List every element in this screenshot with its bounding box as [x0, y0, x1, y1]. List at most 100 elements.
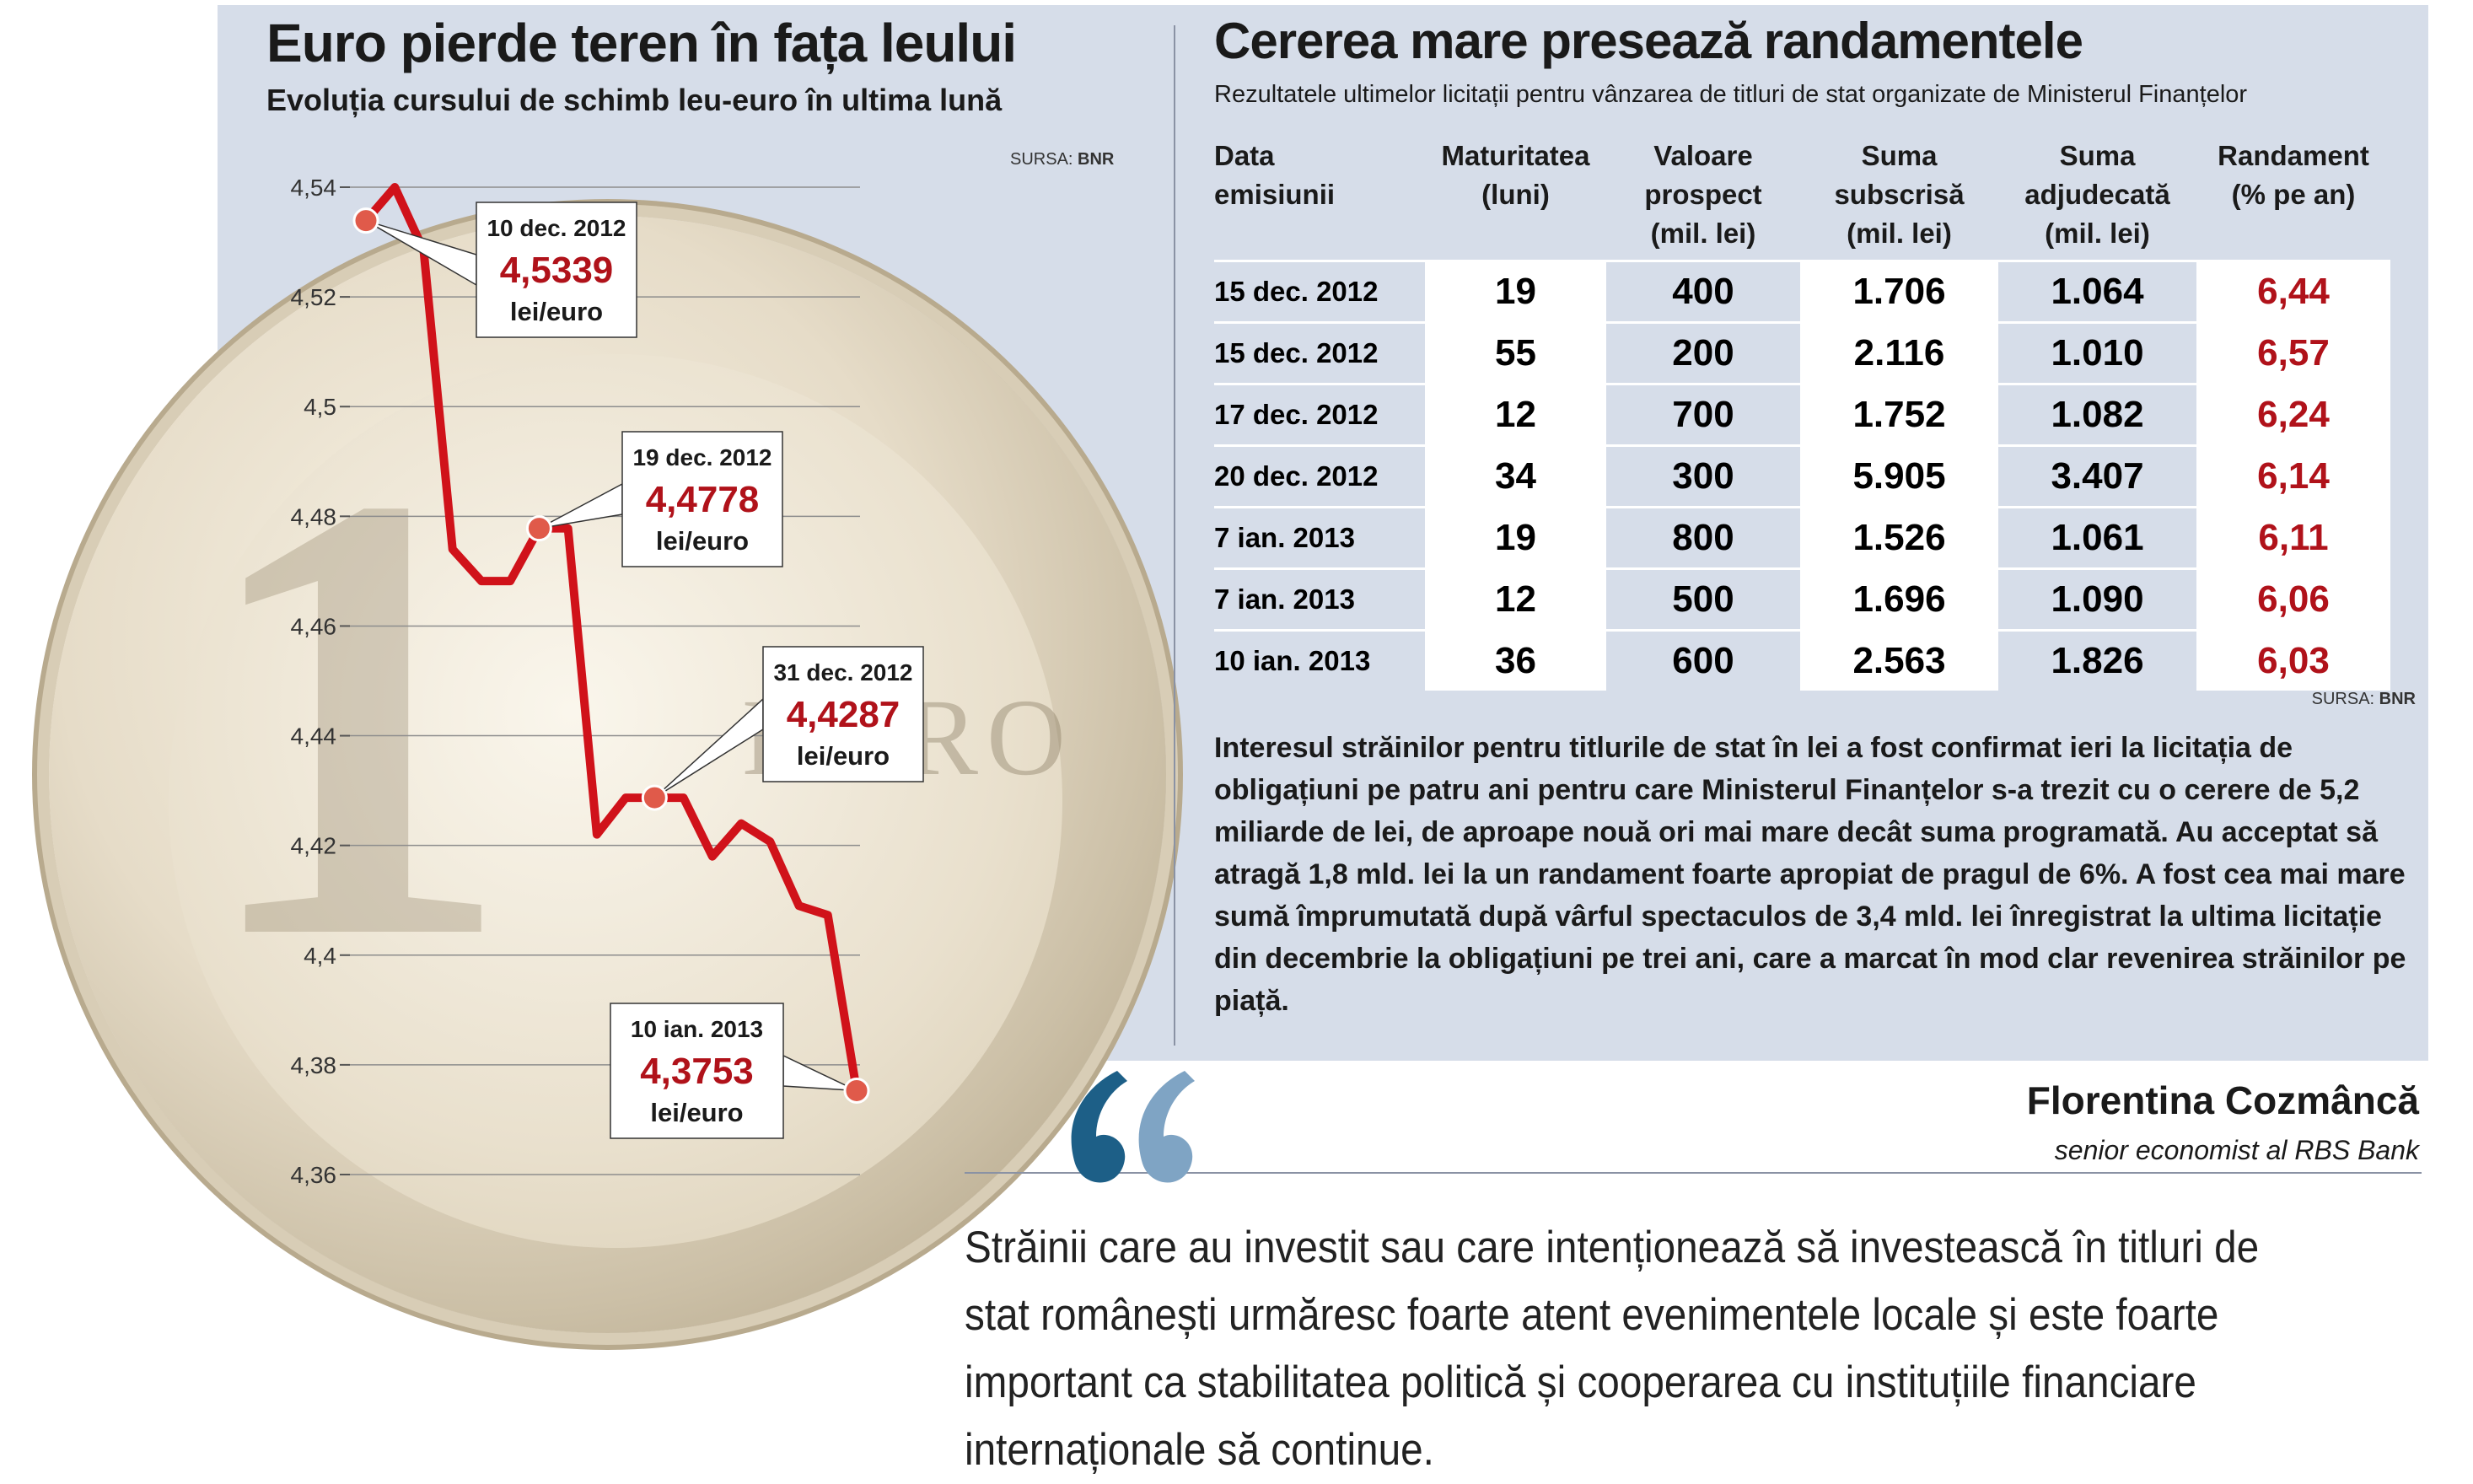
cell-awarded: 1.090 — [1998, 567, 2196, 631]
article-paragraph: Interesul străinilor pentru titlurile de… — [1214, 732, 2406, 1017]
exchange-rate-line — [362, 183, 861, 1095]
cell-date: 7 ian. 2013 — [1214, 506, 1425, 569]
y-tick-label: 4,44 — [291, 723, 337, 750]
cell-maturity: 36 — [1425, 629, 1606, 691]
annotation-date: 19 dec. 2012 — [632, 444, 771, 470]
cell-subscribed: 1.696 — [1800, 567, 1998, 631]
annotation-value: 4,4287 — [787, 694, 900, 735]
cell-maturity: 55 — [1425, 321, 1606, 384]
annotation-unit: lei/euro — [650, 1098, 743, 1127]
cell-subscribed: 2.116 — [1800, 321, 1998, 384]
annotation-box — [762, 646, 924, 782]
cell-date: 15 dec. 2012 — [1214, 260, 1425, 323]
cell-date: 20 dec. 2012 — [1214, 444, 1425, 508]
table-row: 17 dec. 2012 12 700 1.752 1.082 6,24 — [1214, 383, 2390, 446]
chart-source: SURSA: BNR — [1010, 150, 1114, 169]
table-row: 15 dec. 2012 55 200 2.116 1.010 6,57 — [1214, 321, 2390, 384]
col-header-yield-l2: (% pe an) — [2231, 179, 2356, 210]
cell-yield: 6,11 — [2196, 506, 2390, 569]
annotation-box — [621, 431, 783, 567]
annotation-pointer — [539, 482, 623, 530]
cell-yield: 6,06 — [2196, 567, 2390, 631]
col-header-date-l1: Data — [1214, 140, 1275, 171]
cell-prospect: 200 — [1606, 321, 1800, 384]
bond-auction-table: Data emisiunii Maturitatea (luni) Valoar… — [1214, 137, 2390, 691]
cell-maturity: 12 — [1425, 567, 1606, 631]
y-tick-label: 4,46 — [291, 613, 337, 639]
cell-yield: 6,57 — [2196, 321, 2390, 384]
col-header-subscribed: Suma subscrisă (mil. lei) — [1800, 137, 1998, 261]
cell-awarded: 1.826 — [1998, 629, 2196, 691]
cell-maturity: 19 — [1425, 260, 1606, 323]
annotation-marker — [843, 1077, 870, 1104]
table-subtitle: Rezultatele ultimelor licitații pentru v… — [1214, 81, 2248, 108]
col-header-subscribed-l2: subscrisă — [1834, 179, 1965, 210]
col-header-maturity: Maturitatea (luni) — [1425, 137, 1606, 261]
cell-maturity: 34 — [1425, 444, 1606, 508]
cell-maturity: 19 — [1425, 506, 1606, 569]
cell-prospect: 600 — [1606, 629, 1800, 691]
col-header-yield: Randament (% pe an) — [2196, 137, 2390, 261]
annotation-marker — [352, 207, 379, 234]
annotation-pointer — [653, 697, 764, 798]
col-header-date: Data emisiunii — [1214, 137, 1425, 261]
y-tick-label: 4,4 — [304, 943, 336, 969]
table-row: 20 dec. 2012 34 300 5.905 3.407 6,14 — [1214, 444, 2390, 508]
y-tick-label: 4,5 — [304, 394, 336, 420]
col-header-date-l2: emisiunii — [1214, 179, 1336, 210]
cell-prospect: 300 — [1606, 444, 1800, 508]
annotation-unit: lei/euro — [797, 741, 890, 771]
annotation-value: 4,3753 — [640, 1051, 754, 1092]
quote-mark-dark — [1071, 1071, 1127, 1183]
annotation-date: 31 dec. 2012 — [773, 659, 912, 686]
chart-source-value: BNR — [1078, 150, 1115, 169]
cell-subscribed: 5.905 — [1800, 444, 1998, 508]
cell-yield: 6,03 — [2196, 629, 2390, 691]
cell-awarded: 1.010 — [1998, 321, 2196, 384]
quote-mark-light — [1138, 1071, 1195, 1183]
col-header-prospect-l3: (mil. lei) — [1650, 218, 1756, 249]
y-tick-label: 4,42 — [291, 833, 337, 859]
quote-author-name: Florentina Cozmâncă — [2026, 1078, 2419, 1122]
cell-prospect: 400 — [1606, 260, 1800, 323]
cell-date: 7 ian. 2013 — [1214, 567, 1425, 631]
col-header-prospect-l1: Valoare — [1653, 140, 1753, 171]
y-tick-label: 4,54 — [291, 175, 337, 201]
cell-yield: 6,24 — [2196, 383, 2390, 446]
euro-coin-numeral: 1 — [194, 362, 514, 1071]
cell-subscribed: 1.706 — [1800, 260, 1998, 323]
table-title: Cererea mare presează randamentele — [1214, 13, 2083, 69]
cell-awarded: 1.064 — [1998, 260, 2196, 323]
col-header-subscribed-l1: Suma — [1861, 140, 1938, 171]
y-tick-label: 4,52 — [291, 284, 337, 310]
cell-awarded: 1.082 — [1998, 383, 2196, 446]
quote-marks-icon — [1071, 1071, 1195, 1183]
quote-author-role: senior economist al RBS Bank — [2054, 1135, 2419, 1165]
cell-prospect: 700 — [1606, 383, 1800, 446]
table-row: 10 ian. 2013 36 600 2.563 1.826 6,03 — [1214, 629, 2390, 691]
annotation-pointer — [365, 219, 477, 287]
cell-subscribed: 1.526 — [1800, 506, 1998, 569]
table-source-value: BNR — [2379, 690, 2416, 708]
annotation-box — [610, 1003, 784, 1139]
cell-awarded: 3.407 — [1998, 444, 2196, 508]
col-header-awarded-l2: adjudecată — [2024, 179, 2170, 210]
annotation-unit: lei/euro — [510, 297, 603, 326]
quote-text: Străinii care au investit sau care inten… — [965, 1223, 2260, 1475]
table-header-row: Data emisiunii Maturitatea (luni) Valoar… — [1214, 137, 2390, 261]
col-header-awarded-l3: (mil. lei) — [2045, 218, 2150, 249]
col-header-awarded-l1: Suma — [2059, 140, 2136, 171]
exchange-rate-chart: 4,54 4,52 4,5 4,48 4,46 4,44 4,42 4,4 4,38 4,36 10… — [291, 175, 924, 1188]
annotation-marker — [641, 784, 668, 811]
annotation-box — [476, 202, 637, 338]
chart-title: Euro pierde teren în fața leului — [266, 13, 1017, 73]
y-tick-label: 4,48 — [291, 503, 337, 530]
annotation-date: 10 ian. 2013 — [631, 1016, 763, 1042]
cell-subscribed: 1.752 — [1800, 383, 1998, 446]
table-source-label: SURSA: — [2311, 690, 2375, 708]
cell-prospect: 800 — [1606, 506, 1800, 569]
annotation-value: 4,5339 — [500, 250, 614, 291]
chart-source-label: SURSA: — [1010, 150, 1073, 169]
table-source: SURSA: BNR — [2312, 690, 2416, 709]
annotation-unit: lei/euro — [656, 526, 749, 556]
